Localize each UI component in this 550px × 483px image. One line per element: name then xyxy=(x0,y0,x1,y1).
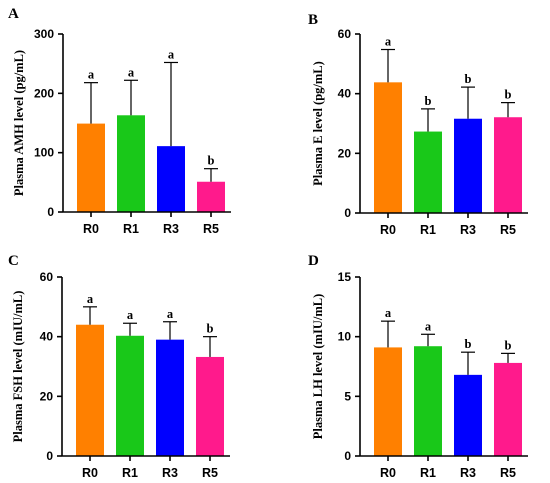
y-tick-label: 5 xyxy=(344,389,351,403)
y-tick-label: 10 xyxy=(338,330,352,344)
significance-letter-r3: b xyxy=(465,337,472,351)
x-tick-label-r3: R3 xyxy=(460,223,476,237)
y-tick-label: 300 xyxy=(34,27,54,41)
y-tick-label: 15 xyxy=(338,270,352,284)
x-tick-label-r1: R1 xyxy=(420,466,436,480)
x-tick-label-r1: R1 xyxy=(123,222,139,236)
bar-r3 xyxy=(156,339,184,456)
panel-c: C Plasma FSH level (mIU/mL) a R0 a R1 a R3 b R5 0 2… xyxy=(8,253,230,480)
y-tick-label: 40 xyxy=(338,87,352,101)
significance-letter-r0: a xyxy=(88,68,95,82)
bar-r3 xyxy=(454,118,482,213)
significance-letter-r5: b xyxy=(208,154,215,168)
bar-r5 xyxy=(494,117,522,213)
y-tick-label: 60 xyxy=(40,270,54,284)
x-tick-label-r3: R3 xyxy=(163,222,179,236)
bar-r0 xyxy=(76,324,104,456)
x-tick-label-r1: R1 xyxy=(420,223,436,237)
x-tick-label-r5: R5 xyxy=(500,466,516,480)
y-axis-label: Plasma FSH level (mIU/mL) xyxy=(11,291,25,443)
y-tick-label: 20 xyxy=(40,389,54,403)
bar-r1 xyxy=(414,346,442,456)
y-tick-label: 100 xyxy=(34,146,54,160)
x-tick-label-r0: R0 xyxy=(82,466,98,480)
bar-r0 xyxy=(77,123,105,212)
y-tick-label: 0 xyxy=(46,449,53,463)
significance-letter-r3: a xyxy=(167,307,174,321)
panel-letter: D xyxy=(308,253,319,269)
panel-b: B Plasma E level (pg/mL) a R0 b R1 b R3 b R5 0 20 40… xyxy=(308,12,528,237)
y-tick-label: 20 xyxy=(338,146,352,160)
significance-letter-r5: b xyxy=(505,88,512,102)
y-tick-label: 0 xyxy=(344,206,351,220)
significance-letter-r1: a xyxy=(425,319,432,333)
significance-letter-r3: b xyxy=(465,72,472,86)
x-tick-label-r5: R5 xyxy=(500,223,516,237)
significance-letter-r0: a xyxy=(385,35,392,49)
panel-letter: A xyxy=(8,6,19,22)
y-tick-label: 0 xyxy=(344,449,351,463)
bar-r5 xyxy=(197,181,225,212)
y-tick-label: 40 xyxy=(40,330,54,344)
panel-d: D Plasma LH level (mIU/mL) a R0 a R1 b R3 b R5 0 5 1… xyxy=(308,253,528,480)
y-axis-label: Plasma LH level (mIU/mL) xyxy=(311,294,325,439)
x-tick-label-r5: R5 xyxy=(203,222,219,236)
bar-r0 xyxy=(374,82,402,213)
significance-letter-r1: b xyxy=(425,94,432,108)
significance-letter-r1: a xyxy=(128,65,135,79)
x-tick-label-r3: R3 xyxy=(162,466,178,480)
bar-r3 xyxy=(454,374,482,456)
x-tick-label-r0: R0 xyxy=(380,223,396,237)
x-tick-label-r3: R3 xyxy=(460,466,476,480)
y-tick-label: 60 xyxy=(338,27,352,41)
panel-letter: C xyxy=(8,253,19,269)
x-tick-label-r1: R1 xyxy=(122,466,138,480)
x-tick-label-r5: R5 xyxy=(202,466,218,480)
significance-letter-r5: b xyxy=(207,322,214,336)
bar-r3 xyxy=(157,146,185,212)
bar-r1 xyxy=(117,115,145,212)
bar-r5 xyxy=(196,356,224,456)
significance-letter-r5: b xyxy=(505,338,512,352)
panel-a: A Plasma AMH level (pg/mL) a R0 a R1 a R3 b R5 0 10… xyxy=(8,6,231,236)
bar-r1 xyxy=(116,335,144,456)
significance-letter-r0: a xyxy=(385,306,392,320)
significance-letter-r0: a xyxy=(87,292,94,306)
x-tick-label-r0: R0 xyxy=(83,222,99,236)
y-axis-label: Plasma E level (pg/mL) xyxy=(311,61,325,186)
bar-r0 xyxy=(374,347,402,456)
significance-letter-r1: a xyxy=(127,308,134,322)
bar-r5 xyxy=(494,362,522,456)
y-axis-label: Plasma AMH level (pg/mL) xyxy=(12,50,26,196)
y-tick-label: 200 xyxy=(34,86,54,100)
bar-r1 xyxy=(414,131,442,213)
significance-letter-r3: a xyxy=(168,47,175,61)
x-tick-label-r0: R0 xyxy=(380,466,396,480)
panel-letter: B xyxy=(308,12,318,28)
y-tick-label: 0 xyxy=(47,205,54,219)
